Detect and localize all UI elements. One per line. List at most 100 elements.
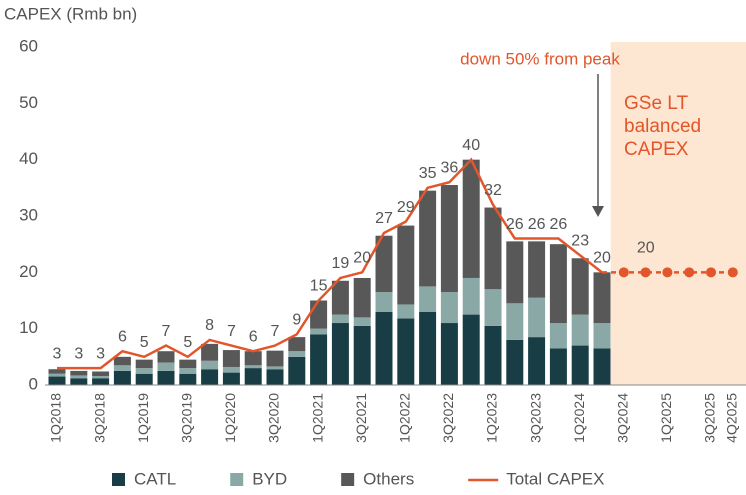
- annotation: GSe LT: [624, 93, 688, 114]
- bar-segment: [266, 366, 284, 370]
- annotation: down 50% from peak: [460, 49, 620, 68]
- bar-segment: [135, 359, 153, 369]
- x-tick-label: 3Q2022: [440, 393, 456, 443]
- data-label: 3: [74, 345, 83, 362]
- bar-segment: [419, 286, 437, 312]
- bar-segment: [571, 345, 589, 385]
- bar-segment: [462, 277, 480, 315]
- bar-segment: [528, 337, 546, 385]
- data-label: 29: [397, 199, 415, 216]
- bar-segment: [70, 370, 88, 376]
- bar-segment: [310, 328, 328, 335]
- bar-segment: [528, 241, 546, 298]
- bar-segment: [419, 311, 437, 385]
- x-tick-label: 1Q2024: [571, 393, 587, 443]
- data-label: 3: [96, 345, 105, 362]
- data-label: 9: [292, 312, 301, 329]
- forecast-dot: [727, 267, 738, 278]
- bar-segment: [593, 323, 611, 349]
- bar-segment: [201, 343, 219, 361]
- x-tick-label: 1Q2021: [309, 393, 325, 443]
- legend-label: BYD: [252, 469, 287, 488]
- x-tick-label: 3Q2018: [91, 393, 107, 443]
- bar-segment: [571, 258, 589, 315]
- data-label: 19: [332, 255, 350, 272]
- bar-segment: [331, 314, 349, 324]
- bar-segment: [113, 356, 131, 366]
- bar-segment: [244, 351, 262, 366]
- bar-segment: [157, 362, 175, 371]
- x-tick-label: 3Q2023: [527, 393, 543, 443]
- bar-segment: [549, 348, 567, 385]
- bar-segment: [593, 272, 611, 324]
- bar-segment: [310, 300, 328, 329]
- y-tick-label: 0: [29, 374, 38, 393]
- bar-segment: [528, 297, 546, 338]
- annotation: balanced: [624, 116, 701, 137]
- bar-segment: [571, 314, 589, 346]
- bar-segment: [593, 348, 611, 385]
- x-tick-label: 3Q2025: [702, 393, 718, 443]
- y-axis-title: CAPEX (Rmb bn): [4, 4, 137, 23]
- bar-segment: [353, 277, 371, 318]
- bar-segment: [70, 375, 88, 379]
- data-label: 15: [310, 278, 328, 295]
- legend-label: Total CAPEX: [506, 469, 604, 488]
- forecast-dot: [618, 267, 629, 278]
- data-label: 35: [419, 165, 437, 182]
- bar-segment: [222, 372, 240, 385]
- bar-segment: [157, 370, 175, 385]
- y-tick-label: 30: [19, 205, 38, 224]
- bar-segment: [92, 375, 110, 379]
- data-label: 7: [162, 323, 171, 340]
- bar-segment: [201, 360, 219, 370]
- bar-segment: [484, 289, 502, 326]
- bar-segment: [331, 280, 349, 315]
- bar-segment: [179, 373, 197, 385]
- y-tick-label: 10: [19, 318, 38, 337]
- data-label: 26: [550, 216, 568, 233]
- bar-segment: [375, 311, 393, 385]
- bar-segment: [397, 318, 415, 385]
- bar-segment: [506, 303, 524, 340]
- bar-segment: [179, 359, 197, 369]
- bar-segment: [48, 376, 66, 385]
- bar-segment: [397, 304, 415, 319]
- bar-segment: [157, 351, 175, 363]
- bar-segment: [244, 365, 262, 369]
- y-tick-label: 40: [19, 149, 38, 168]
- data-label: 6: [118, 328, 127, 345]
- data-label: 7: [227, 323, 236, 340]
- bar-segment: [288, 351, 306, 357]
- y-tick-label: 20: [19, 262, 38, 281]
- bar-segment: [549, 244, 567, 324]
- bar-segment: [48, 373, 66, 377]
- bar-segment: [135, 373, 153, 385]
- bar-segment: [506, 339, 524, 385]
- legend-swatch: [341, 473, 355, 486]
- x-tick-label: 3Q2024: [615, 393, 631, 443]
- bar-segment: [462, 159, 480, 278]
- bar-segment: [266, 350, 284, 367]
- bar-segment: [331, 323, 349, 385]
- bar-segment: [222, 350, 240, 367]
- x-tick-label: 1Q2020: [222, 393, 238, 443]
- data-label: 6: [249, 328, 258, 345]
- data-label: 7: [271, 323, 280, 340]
- bar-segment: [462, 314, 480, 385]
- bar-segment: [353, 317, 371, 326]
- annotation: CAPEX: [624, 139, 689, 160]
- forecast-dot: [706, 267, 716, 278]
- bar-segment: [506, 241, 524, 304]
- bar-segment: [288, 356, 306, 385]
- bar-segment: [375, 235, 393, 293]
- x-tick-label: 3Q2019: [179, 393, 195, 443]
- forecast-dot: [662, 267, 673, 278]
- x-tick-label: 1Q2019: [135, 393, 151, 443]
- bar-segment: [419, 190, 437, 287]
- legend-swatch: [230, 473, 244, 486]
- x-tick-label: 4Q2025: [724, 393, 740, 443]
- bar-segment: [484, 325, 502, 385]
- legend-swatch: [112, 473, 125, 486]
